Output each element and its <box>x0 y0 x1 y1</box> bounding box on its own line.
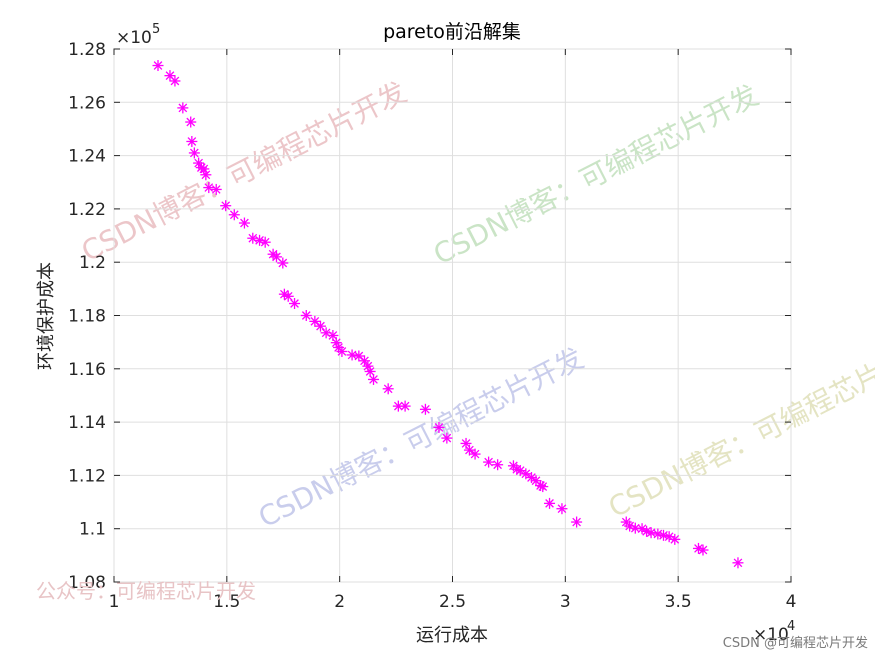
data-point <box>185 116 197 128</box>
data-point <box>669 533 681 545</box>
watermark-3: CSDN博客：可编程芯片开发 <box>253 341 589 534</box>
data-point <box>571 516 583 528</box>
data-point <box>330 337 342 349</box>
x-exponent-base: ×10 <box>753 625 789 645</box>
x-tick-label: 1 <box>109 592 120 612</box>
data-point <box>645 527 657 539</box>
data-point <box>433 421 445 433</box>
y-exponent-power: 5 <box>152 22 160 37</box>
y-tick-label: 1.1 <box>79 520 106 540</box>
data-point <box>152 60 164 72</box>
y-tick-label: 1.26 <box>68 93 106 113</box>
data-point <box>530 475 542 487</box>
data-point <box>399 400 411 412</box>
x-tick-label: 2.5 <box>439 592 466 612</box>
data-point <box>210 183 222 195</box>
y-tick-label: 1.18 <box>68 307 106 327</box>
data-point <box>692 542 704 554</box>
footer-left-watermark: 公众号：可编程芯片开发 <box>36 579 256 603</box>
axis-ticks: 1 1.5 2 2.5 3 3.5 4 1.08 1.1 1.12 1.14 1.16 1.18 1.2 1… <box>68 40 796 612</box>
data-point <box>697 544 709 556</box>
x-tick-label: 4 <box>786 592 797 612</box>
grid-lines <box>113 48 792 583</box>
y-tick-label: 1.14 <box>68 413 106 433</box>
data-point <box>624 520 636 532</box>
data-point <box>289 298 301 310</box>
watermark-4: CSDN博客：可编程芯片开发 <box>603 331 875 524</box>
y-axis-label: 环境保护成本 <box>36 262 57 370</box>
data-point <box>259 236 271 248</box>
watermark-layer: CSDN博客：可编程芯片开发 CSDN博客：可编程芯片开发 CSDN博客：可编程… <box>76 75 875 534</box>
x-tick-label: 3.5 <box>665 592 692 612</box>
data-point <box>346 349 358 361</box>
data-point <box>556 503 568 515</box>
watermark-2: CSDN博客：可编程芯片开发 <box>428 78 764 271</box>
y-tick-label: 1.2 <box>79 253 106 273</box>
footer-right-credit: CSDN @可编程芯片开发 <box>723 635 868 651</box>
y-tick-label: 1.16 <box>68 360 106 380</box>
data-point <box>177 102 189 114</box>
data-point <box>368 373 380 385</box>
x-tick-label: 2 <box>334 592 345 612</box>
data-point <box>463 444 475 456</box>
data-point <box>364 365 376 377</box>
data-point <box>732 557 744 569</box>
y-tick-label: 1.24 <box>68 147 106 167</box>
data-point <box>483 456 495 468</box>
data-point <box>200 169 212 181</box>
data-point <box>169 75 181 87</box>
y-tick-label: 1.28 <box>68 40 106 60</box>
data-point <box>537 481 549 493</box>
data-point <box>382 383 394 395</box>
data-point <box>203 182 215 194</box>
x-exponent-power: 4 <box>787 619 795 634</box>
y-exponent: ×10 5 <box>116 22 160 48</box>
data-point <box>277 257 289 269</box>
data-point <box>514 465 526 477</box>
y-tick-label: 1.08 <box>68 573 106 593</box>
data-point <box>282 290 294 302</box>
data-point <box>314 320 326 332</box>
data-point <box>441 432 453 444</box>
x-exponent: ×10 4 <box>753 619 795 645</box>
y-tick-label: 1.22 <box>68 200 106 220</box>
x-tick-label: 3 <box>560 592 571 612</box>
data-point <box>520 468 532 480</box>
data-point <box>220 200 232 212</box>
chart-title: pareto前沿解集 <box>383 21 521 43</box>
data-point <box>469 448 481 460</box>
y-tick-label: 1.12 <box>68 466 106 486</box>
data-point <box>492 459 504 471</box>
data-point <box>544 497 556 509</box>
data-point <box>186 135 198 147</box>
data-point <box>188 147 200 159</box>
x-tick-label: 1.5 <box>213 592 240 612</box>
y-exponent-base: ×10 <box>116 28 152 48</box>
watermark-1: CSDN博客：可编程芯片开发 <box>76 75 412 268</box>
data-point <box>300 310 312 321</box>
data-point <box>419 403 431 415</box>
data-point <box>238 217 250 229</box>
data-point <box>228 209 240 221</box>
data-point <box>336 345 348 357</box>
data-points <box>152 60 744 569</box>
x-axis-label: 运行成本 <box>416 625 488 646</box>
data-point <box>327 329 339 341</box>
